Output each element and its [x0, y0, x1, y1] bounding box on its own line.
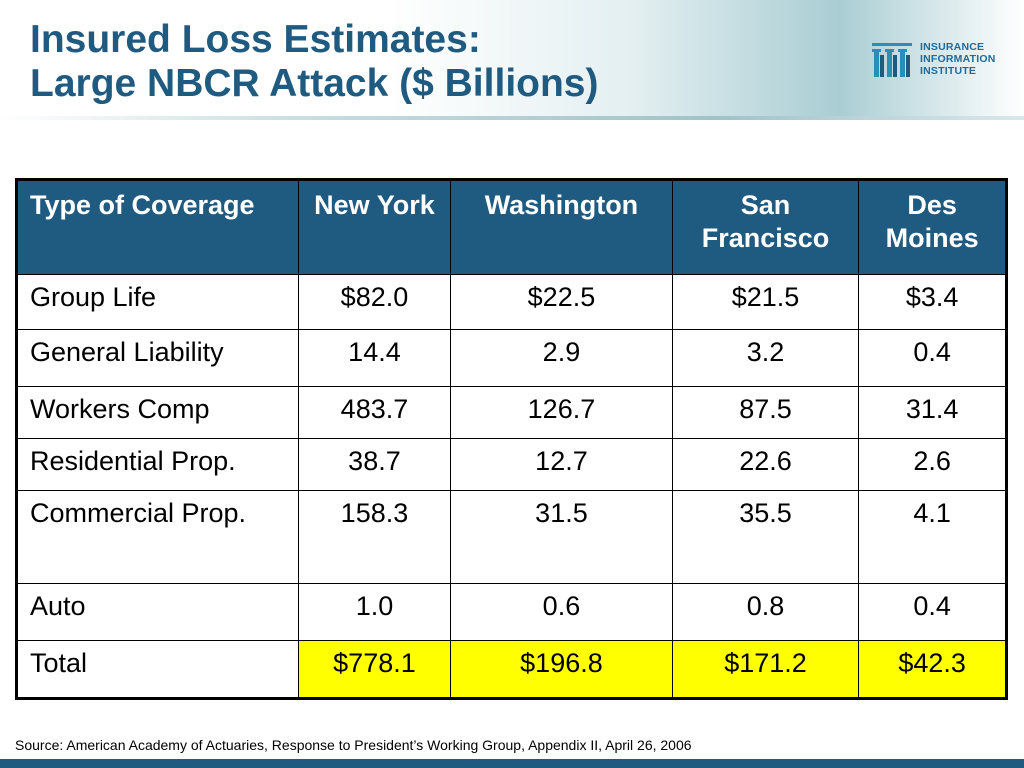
cell-value: 2.6	[858, 438, 1007, 491]
source-note: Source: American Academy of Actuaries, R…	[15, 737, 692, 753]
cell-value: 38.7	[297, 438, 452, 491]
header-washington: Washington	[450, 179, 673, 275]
title-line-2: Large NBCR Attack ($ Billions)	[30, 62, 599, 105]
header-new-york: New York	[297, 179, 452, 275]
cell-value: 14.4	[297, 329, 452, 387]
cell-value: 35.5	[671, 490, 860, 584]
header-san-francisco: San Francisco	[671, 179, 860, 275]
header-band	[0, 0, 1024, 118]
title-line-1: Insured Loss Estimates:	[30, 18, 481, 61]
cell-value: 31.5	[450, 490, 673, 584]
cell-value: 22.6	[671, 438, 860, 491]
row-label: Group Life	[16, 274, 299, 330]
cell-value: 0.4	[858, 329, 1007, 387]
total-value: $42.3	[858, 640, 1007, 699]
loss-estimates-table: Type of Coverage New York Washington San…	[15, 178, 1008, 700]
row-label-total: Total	[16, 640, 299, 699]
row-label: Auto	[16, 583, 299, 641]
logo-wordmark: INSURANCE INFORMATION INSTITUTE	[920, 41, 996, 77]
footer-bar	[0, 759, 1024, 768]
cell-value: 12.7	[450, 438, 673, 491]
row-label: General Liability	[16, 329, 299, 387]
table-row: Auto 1.0 0.6 0.8 0.4	[16, 583, 1007, 641]
row-label: Workers Comp	[16, 386, 299, 439]
cell-value: 87.5	[671, 386, 860, 439]
table-row: Workers Comp 483.7 126.7 87.5 31.4	[16, 386, 1007, 439]
table-header-row: Type of Coverage New York Washington San…	[16, 179, 1007, 275]
cell-value: 0.8	[671, 583, 860, 641]
header-divider	[0, 116, 1024, 120]
total-value: $171.2	[671, 640, 860, 699]
cell-value: 2.9	[450, 329, 673, 387]
cell-value: $82.0	[297, 274, 452, 330]
header-type-of-coverage: Type of Coverage	[16, 179, 299, 275]
row-label: Residential Prop.	[16, 438, 299, 491]
table-row: Residential Prop. 38.7 12.7 22.6 2.6	[16, 438, 1007, 491]
iii-logo: INSURANCE INFORMATION INSTITUTE	[870, 38, 1020, 80]
table-row: Commercial Prop. 158.3 31.5 35.5 4.1	[16, 490, 1007, 584]
cell-value: 483.7	[297, 386, 452, 439]
cell-value: $21.5	[671, 274, 860, 330]
cell-value: 31.4	[858, 386, 1007, 439]
iii-logo-icon	[872, 43, 912, 77]
cell-value: 3.2	[671, 329, 860, 387]
cell-value: $22.5	[450, 274, 673, 330]
header-des-moines: Des Moines	[858, 179, 1007, 275]
table-row: Group Life $82.0 $22.5 $21.5 $3.4	[16, 274, 1007, 330]
total-value: $196.8	[450, 640, 673, 699]
slide-title: Insured Loss Estimates: Large NBCR Attac…	[30, 18, 598, 106]
cell-value: 0.6	[450, 583, 673, 641]
table-row: General Liability 14.4 2.9 3.2 0.4	[16, 329, 1007, 387]
cell-value: 0.4	[858, 583, 1007, 641]
cell-value: 126.7	[450, 386, 673, 439]
total-value: $778.1	[297, 640, 452, 699]
cell-value: 158.3	[297, 490, 452, 584]
row-label: Commercial Prop.	[16, 490, 299, 584]
cell-value: $3.4	[858, 274, 1007, 330]
table-row-total: Total $778.1 $196.8 $171.2 $42.3	[16, 640, 1007, 699]
cell-value: 4.1	[858, 490, 1007, 584]
cell-value: 1.0	[297, 583, 452, 641]
